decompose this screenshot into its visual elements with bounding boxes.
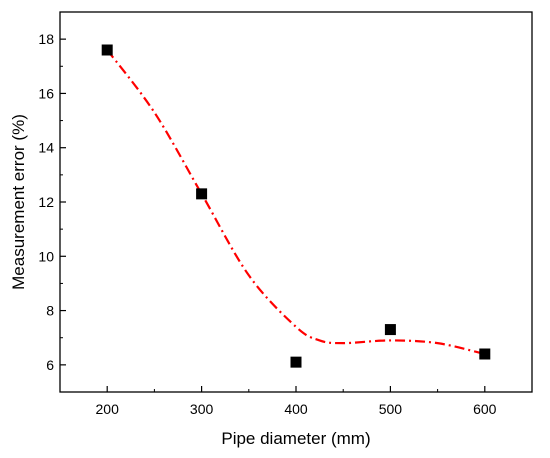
series-layer — [101, 44, 491, 368]
data-point — [196, 188, 208, 200]
fit-curve — [106, 49, 486, 356]
y-axis-title: Measurement error (%) — [9, 114, 28, 290]
y-tick-label: 6 — [46, 357, 54, 373]
y-tick-label: 16 — [38, 85, 54, 101]
data-point — [384, 324, 396, 336]
data-point — [290, 356, 302, 368]
y-tick-label: 8 — [46, 303, 54, 319]
plot-frame — [59, 11, 533, 393]
x-tick-label: 600 — [473, 401, 497, 417]
y-tick-label: 14 — [38, 140, 54, 156]
ticks: 200 300 400 500 600 6 8 10 12 14 16 18 — [38, 31, 496, 417]
data-point — [101, 44, 113, 56]
x-axis-title: Pipe diameter (mm) — [221, 429, 370, 448]
x-tick-label: 400 — [284, 401, 308, 417]
y-tick-label: 10 — [38, 248, 54, 264]
x-tick-label: 300 — [190, 401, 214, 417]
y-tick-label: 18 — [38, 31, 54, 47]
x-tick-label: 500 — [379, 401, 403, 417]
y-tick-label: 12 — [38, 194, 54, 210]
data-point — [479, 348, 491, 360]
x-tick-label: 200 — [96, 401, 120, 417]
